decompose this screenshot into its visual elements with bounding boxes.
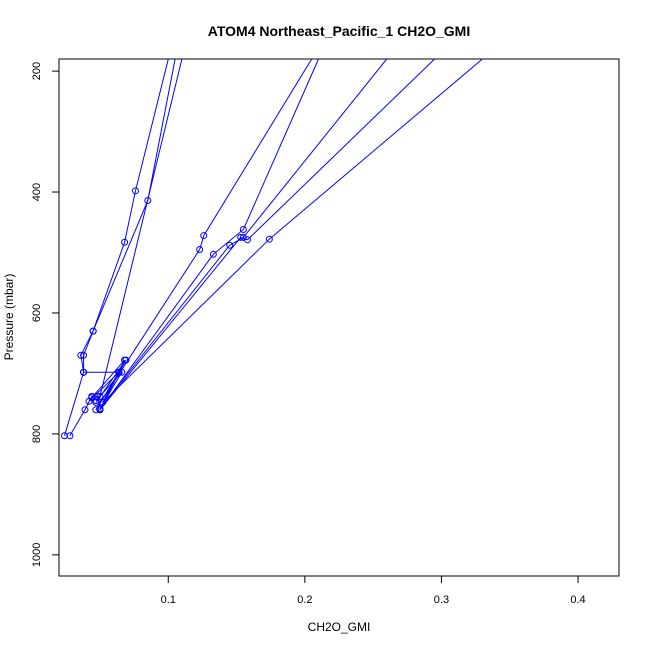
data-point [99, 398, 107, 406]
data-point [209, 250, 217, 258]
x-tick-label: 0.3 [434, 594, 449, 606]
points-layer [60, 187, 273, 440]
data-point [122, 356, 130, 364]
data-point [66, 432, 74, 440]
data-point [89, 327, 97, 335]
x-axis: 0.1 0.2 0.3 0.4 [161, 575, 586, 606]
data-point [115, 368, 123, 376]
data-point [80, 368, 88, 376]
y-tick-label: 400 [31, 183, 43, 201]
data-point [226, 241, 234, 249]
series-line-4 [83, 59, 313, 410]
chart-title: ATOM4 Northeast_Pacific_1 CH2O_GMI [208, 23, 470, 39]
y-axis-label: Pressure (mbar) [2, 274, 16, 361]
plot-area [58, 58, 620, 577]
series-line-3 [80, 59, 176, 373]
data-point [200, 232, 208, 240]
data-point [121, 238, 129, 246]
data-point [243, 236, 251, 244]
data-point [144, 196, 152, 204]
data-point [96, 406, 104, 414]
x-tick-label: 0.1 [161, 594, 176, 606]
data-point [131, 187, 139, 195]
series-line-7 [91, 59, 435, 411]
y-axis: 200 400 600 800 1000 [31, 62, 60, 567]
data-point [196, 245, 204, 253]
data-point [80, 351, 88, 359]
data-point [118, 368, 126, 376]
data-point [265, 235, 273, 243]
data-point [92, 398, 100, 406]
data-point [88, 394, 96, 402]
y-tick-label: 800 [31, 425, 43, 443]
data-point [237, 233, 245, 241]
y-tick-label: 200 [31, 62, 43, 80]
y-tick-label: 600 [31, 304, 43, 322]
x-axis-label: CH2O_GMI [308, 620, 371, 634]
data-point [239, 226, 247, 234]
data-point [81, 406, 89, 414]
data-point [96, 392, 104, 400]
series-line-6 [95, 59, 388, 409]
y-tick-label: 1000 [31, 543, 43, 567]
series-layer [64, 59, 483, 436]
series-line-8 [95, 59, 483, 403]
x-tick-label: 0.2 [297, 594, 312, 606]
data-point [77, 351, 85, 359]
x-tick-label: 0.4 [570, 594, 585, 606]
data-point [60, 432, 68, 440]
series-line-2 [64, 59, 169, 436]
data-point [92, 406, 100, 414]
